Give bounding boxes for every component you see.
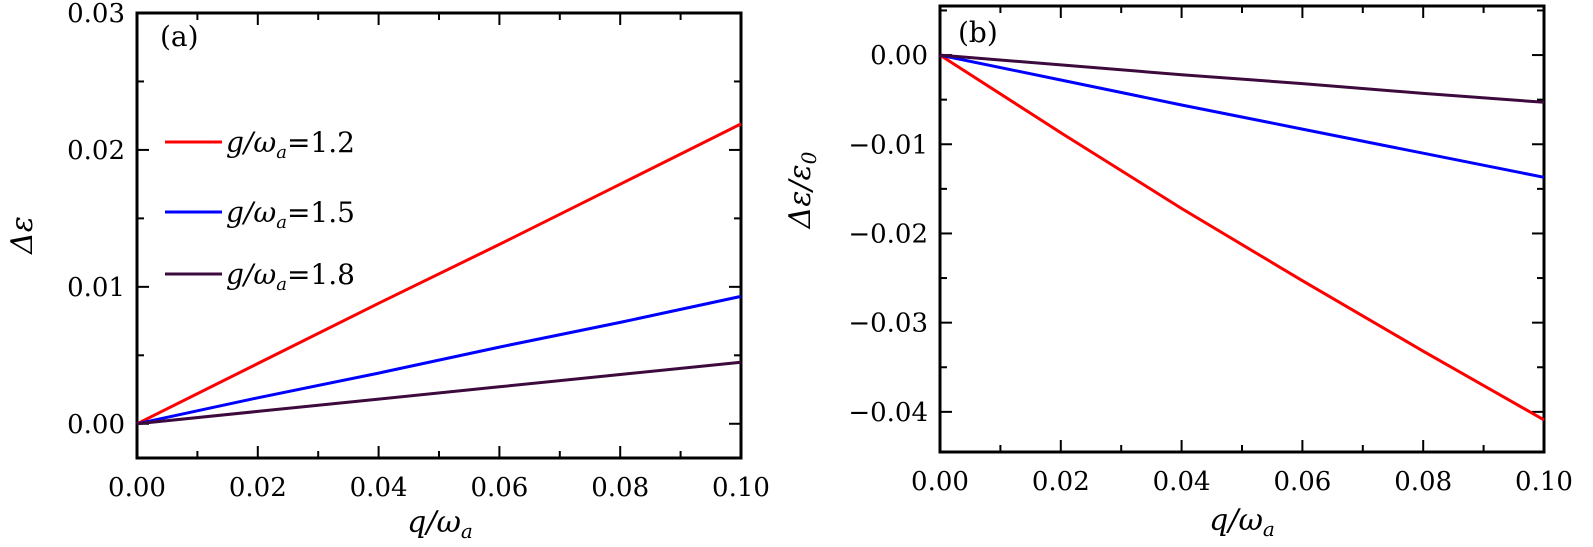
panel-b-x-axis: 0.00 0.02 0.04 0.06 0.08 0.10	[911, 6, 1573, 497]
panel-b-ylabel-sub: 0	[797, 151, 821, 164]
panel-b-ylabel: Δε/ε0	[783, 151, 821, 229]
panel-b-series-line-1	[939, 53, 1545, 422]
legend-label-main: g/ω	[226, 126, 276, 159]
legend-label-main: g/ω	[226, 258, 276, 291]
panel-b-x-axis-label: q/ωa	[1209, 503, 1275, 541]
panel-a-series-line-2	[136, 294, 742, 426]
panel-a-series-line-3	[136, 360, 742, 426]
panel-b-xtick-label: 0.06	[1273, 467, 1331, 497]
panel-a-frame	[135, 11, 743, 460]
panel-a-xtick-label: 0.08	[591, 473, 649, 503]
panel-a: (a) 0.00 0.02 0.04 0.06 0.08 0.10 0.000.010.0…	[5, 0, 770, 543]
panel-b-ytick-label: −0.01	[848, 130, 928, 160]
panel-a-xlabel-sub: a	[461, 519, 473, 543]
panel-a-x-axis: 0.00 0.02 0.04 0.06 0.08 0.10	[108, 13, 770, 503]
panel-b-xtick-label: 0.04	[1153, 467, 1211, 497]
panel-a-xlabel-q: q/ωa	[407, 505, 473, 543]
panel-a-ytick-label: 0.00	[67, 410, 125, 440]
legend-label-3: g/ωa=1.8	[226, 258, 355, 295]
panel-a-xtick-label: 0.04	[350, 473, 408, 503]
panel-a-xtick-label: 0.10	[712, 473, 770, 503]
panel-a-y-axis-label: Δε	[5, 216, 40, 255]
panel-a-ytick-label: 0.02	[67, 136, 125, 166]
panel-a-xtick-label: 0.02	[229, 473, 287, 503]
panel-a-series-line-1	[136, 122, 742, 426]
panel-a-label: (a)	[160, 20, 199, 53]
panel-b-label: (b)	[958, 16, 998, 49]
panel-a-legend: g/ωa=1.2g/ωa=1.5g/ωa=1.8	[165, 126, 355, 295]
panel-b: (b) 0.00 0.02 0.04 0.06 0.08 0.10 0.00 −0.01 −0…	[783, 4, 1573, 541]
panel-b-y-axis: 0.00 −0.01 −0.02 −0.03 −0.04	[848, 9, 1544, 428]
panel-b-xlabel-main: q/ω	[1209, 503, 1263, 538]
panel-a-ylabel: Δε	[5, 216, 40, 255]
legend-label-2: g/ωa=1.5	[226, 196, 355, 233]
legend-label-sub: a	[276, 212, 287, 233]
panel-a-ytick-label: 0.03	[67, 0, 125, 29]
legend-label-main: g/ω	[226, 196, 276, 229]
panel-b-xtick-label: 0.00	[911, 467, 969, 497]
panel-b-series	[939, 53, 1545, 422]
panel-b-ytick-label: −0.02	[848, 219, 928, 249]
panel-b-ytick-label: −0.03	[848, 309, 928, 339]
panel-b-ytick-label: −0.04	[848, 398, 928, 428]
panel-b-xtick-label: 0.10	[1515, 467, 1573, 497]
panel-a-x-axis-label: q/ωa	[407, 505, 473, 543]
panel-b-xtick-label: 0.08	[1394, 467, 1452, 497]
legend-label-sub: a	[276, 274, 287, 295]
legend-label-value: =1.8	[287, 258, 355, 291]
panel-b-series-line-3	[939, 53, 1545, 104]
panel-b-xlabel-sub: a	[1263, 517, 1275, 541]
panel-b-y-axis-label: Δε/ε0	[783, 151, 821, 229]
legend-label-1: g/ωa=1.2	[226, 126, 355, 163]
panel-a-xtick-label: 0.06	[470, 473, 528, 503]
panel-a-xlabel-main: q/ω	[407, 505, 461, 540]
panel-a-ytick-label: 0.01	[67, 273, 125, 303]
legend-label-value: =1.2	[287, 126, 355, 159]
panel-b-xtick-label: 0.02	[1032, 467, 1090, 497]
legend-label-sub: a	[276, 142, 287, 163]
panel-b-xlabel-q: q/ωa	[1209, 503, 1275, 541]
panel-b-ylabel-main: Δε/ε	[783, 164, 818, 229]
legend-label-value: =1.5	[287, 196, 355, 229]
panel-b-series-line-2	[939, 53, 1545, 179]
panel-b-ytick-label: 0.00	[870, 41, 928, 71]
panel-a-series	[136, 122, 742, 426]
panel-a-xtick-label: 0.00	[108, 473, 166, 503]
